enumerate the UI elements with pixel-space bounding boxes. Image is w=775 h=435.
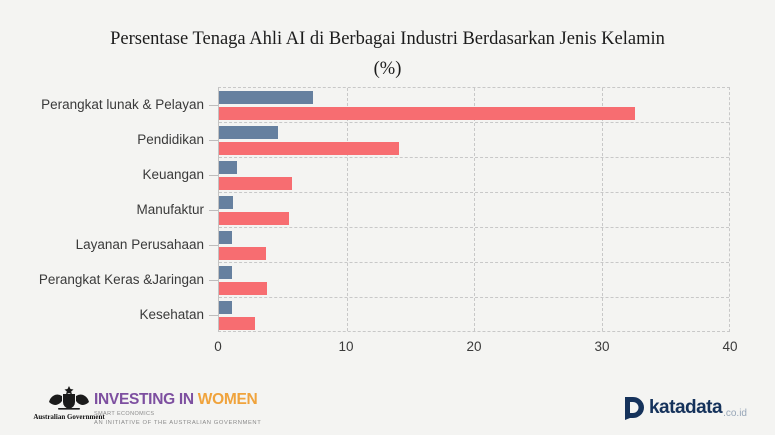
bar-seri-biru-0 [219, 91, 314, 104]
bar-group-5 [209, 263, 729, 298]
katadata-logo: katadata .co.id [624, 394, 747, 422]
footer-left: Australian Government INVESTING IN WOMEN… [28, 385, 288, 427]
australian-government-crest-icon [40, 386, 98, 412]
bar-group-0 [209, 88, 729, 123]
y-axis-labels: Perangkat lunak & Pelayan Pendidikan Keuan… [0, 87, 204, 332]
katadata-d-icon [624, 397, 644, 420]
bar-group-3 [209, 193, 729, 228]
x-axis-labels: 0 10 20 30 40 [214, 339, 737, 355]
bar-seri-biru-4 [219, 231, 232, 244]
bar-group-2 [209, 158, 729, 193]
bar-group-1 [209, 123, 729, 158]
x-tick-label-20: 20 [466, 339, 482, 354]
bar-seri-merah-2 [219, 177, 292, 190]
bar-seri-merah-6 [219, 317, 255, 330]
gridline-x-10 [346, 88, 348, 331]
y-category-label-2: Keuangan [142, 167, 204, 182]
bar-seri-merah-4 [219, 247, 267, 260]
bar-seri-merah-3 [219, 212, 290, 225]
y-tick-5 [209, 280, 218, 281]
y-category-label-1: Pendidikan [137, 132, 204, 147]
chart-title-line2: (%) [373, 59, 402, 79]
bar-group-6 [209, 298, 729, 333]
y-tick-0 [209, 105, 218, 106]
bar-seri-biru-5 [219, 266, 232, 279]
x-tick-label-30: 30 [594, 339, 610, 354]
iw-initiative-line: AN INITIATIVE OF THE AUSTRALIAN GOVERNME… [94, 420, 262, 426]
bar-seri-merah-5 [219, 282, 268, 295]
y-category-label-4: Layanan Perusahaan [75, 237, 204, 252]
y-category-label-5: Perangkat Keras &Jaringan [38, 272, 204, 287]
x-tick-label-0: 0 [214, 339, 222, 354]
bar-seri-biru-1 [219, 126, 278, 139]
y-tick-6 [209, 315, 218, 316]
plot-area [209, 87, 730, 333]
y-category-label-0: Perangkat lunak & Pelayan [41, 97, 204, 112]
chart-title: Persentase Tenaga Ahli AI di Berbagai In… [0, 24, 775, 84]
bar-seri-merah-0 [219, 107, 635, 120]
y-tick-2 [209, 175, 218, 176]
katadata-domain: .co.id [723, 408, 747, 419]
y-category-label-6: Kesehatan [139, 307, 204, 322]
y-tick-1 [209, 140, 218, 141]
bar-seri-biru-6 [219, 301, 232, 314]
iw-wordmark-part1: INVESTING IN [94, 391, 198, 408]
investing-in-women-wordmark: INVESTING IN WOMEN [94, 391, 284, 409]
y-tick-4 [209, 245, 218, 246]
katadata-wordmark: katadata [648, 397, 723, 418]
bar-seri-biru-2 [219, 161, 237, 174]
bar-seri-biru-3 [219, 196, 234, 209]
iw-tagline: SMART ECONOMICS [94, 411, 155, 417]
australian-government-label: Australian Government [33, 413, 105, 421]
investing-in-women-logo: INVESTING IN WOMEN SMART ECONOMICS AN IN… [94, 391, 284, 426]
chart-title-line1: Persentase Tenaga Ahli AI di Berbagai In… [110, 29, 665, 49]
y-tick-3 [209, 210, 218, 211]
x-tick-label-10: 10 [338, 339, 354, 354]
y-category-label-3: Manufaktur [136, 202, 204, 217]
iw-wordmark-part2: WOMEN [197, 391, 258, 408]
bar-seri-merah-1 [219, 142, 399, 155]
x-tick-label-40: 40 [722, 339, 738, 354]
bar-group-4 [209, 228, 729, 263]
gridline-x-20 [474, 88, 475, 331]
gridline-x-30 [601, 88, 603, 331]
